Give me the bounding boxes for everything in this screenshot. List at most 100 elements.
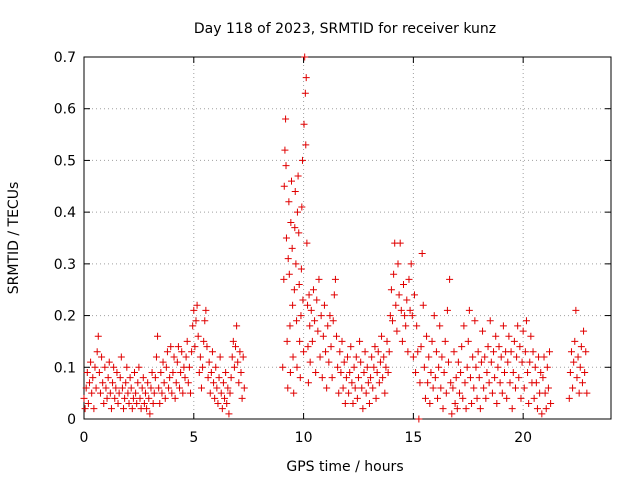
data-point xyxy=(140,399,148,407)
data-point xyxy=(521,348,529,356)
data-point xyxy=(395,291,403,299)
data-point xyxy=(114,399,122,407)
data-point xyxy=(477,358,485,366)
data-point xyxy=(506,379,514,387)
data-point xyxy=(336,348,344,356)
data-point xyxy=(353,394,361,402)
data-points xyxy=(80,53,591,423)
data-point xyxy=(573,374,581,382)
data-point xyxy=(488,389,496,397)
data-point xyxy=(544,384,552,392)
data-point xyxy=(432,348,440,356)
data-point xyxy=(235,379,243,387)
data-point xyxy=(110,363,118,371)
data-point xyxy=(406,306,414,314)
data-point xyxy=(197,384,205,392)
data-point xyxy=(85,379,93,387)
data-point xyxy=(342,374,350,382)
data-point xyxy=(350,363,358,371)
data-point xyxy=(297,312,305,320)
data-point xyxy=(295,281,303,289)
data-point xyxy=(471,317,479,325)
data-point xyxy=(454,358,462,366)
data-point xyxy=(144,379,152,387)
data-point xyxy=(479,327,487,335)
data-point xyxy=(513,353,521,361)
data-point xyxy=(141,389,149,397)
data-point xyxy=(365,399,373,407)
data-point xyxy=(469,353,477,361)
data-point xyxy=(170,353,178,361)
data-point xyxy=(464,337,472,345)
data-point xyxy=(334,363,342,371)
data-point xyxy=(237,368,245,376)
data-point xyxy=(90,405,98,413)
x-axis-label: GPS time / hours xyxy=(286,459,403,475)
data-point xyxy=(299,296,307,304)
data-point xyxy=(88,389,96,397)
data-point xyxy=(111,394,119,402)
data-point xyxy=(434,394,442,402)
y-tick-label: 0.1 xyxy=(54,360,76,376)
data-point xyxy=(367,374,375,382)
data-point xyxy=(189,322,197,330)
data-point xyxy=(331,275,339,283)
data-point xyxy=(163,348,171,356)
data-point xyxy=(449,384,457,392)
data-point xyxy=(341,399,349,407)
data-point xyxy=(216,353,224,361)
data-point xyxy=(159,358,167,366)
data-point xyxy=(103,394,111,402)
data-point xyxy=(333,332,341,340)
data-point xyxy=(413,322,421,330)
data-point xyxy=(149,399,157,407)
data-point xyxy=(485,379,493,387)
data-point xyxy=(368,353,376,361)
data-point xyxy=(493,399,501,407)
data-point xyxy=(322,348,330,356)
data-point xyxy=(282,162,290,170)
data-point xyxy=(324,322,332,330)
data-point xyxy=(516,343,524,351)
data-point xyxy=(386,312,394,320)
data-point xyxy=(82,384,90,392)
y-tick-label: 0.3 xyxy=(54,257,76,273)
data-point xyxy=(307,306,315,314)
data-point xyxy=(107,405,115,413)
data-point xyxy=(547,399,555,407)
x-tick-label: 5 xyxy=(189,430,198,446)
data-point xyxy=(204,374,212,382)
data-point xyxy=(95,368,103,376)
data-point xyxy=(228,353,236,361)
data-point xyxy=(420,363,428,371)
data-point xyxy=(538,410,546,418)
data-point xyxy=(457,368,465,376)
plot-frame xyxy=(83,56,612,420)
data-point xyxy=(352,353,360,361)
data-point xyxy=(362,389,370,397)
data-point xyxy=(421,394,429,402)
data-point xyxy=(412,368,420,376)
data-point xyxy=(476,405,484,413)
data-point xyxy=(577,343,585,351)
data-point xyxy=(291,187,299,195)
data-point xyxy=(439,405,447,413)
data-point xyxy=(280,275,288,283)
data-point xyxy=(423,332,431,340)
data-point xyxy=(131,368,139,376)
data-point xyxy=(380,353,388,361)
data-point xyxy=(135,363,143,371)
data-point xyxy=(302,141,310,149)
data-point xyxy=(161,394,169,402)
data-point xyxy=(152,353,160,361)
data-point xyxy=(437,384,445,392)
data-point xyxy=(167,343,175,351)
data-point xyxy=(441,337,449,345)
data-point xyxy=(176,384,184,392)
data-point xyxy=(459,394,467,402)
data-point xyxy=(539,374,547,382)
data-point xyxy=(325,358,333,366)
data-point xyxy=(515,374,523,382)
data-point xyxy=(234,358,242,366)
data-point xyxy=(146,410,154,418)
